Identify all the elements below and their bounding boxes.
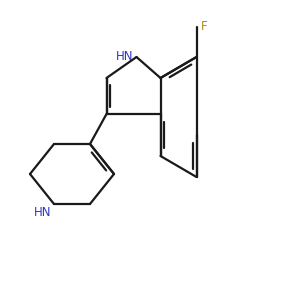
Text: F: F [201, 20, 208, 34]
Text: HN: HN [116, 50, 133, 64]
Text: HN: HN [34, 206, 52, 218]
